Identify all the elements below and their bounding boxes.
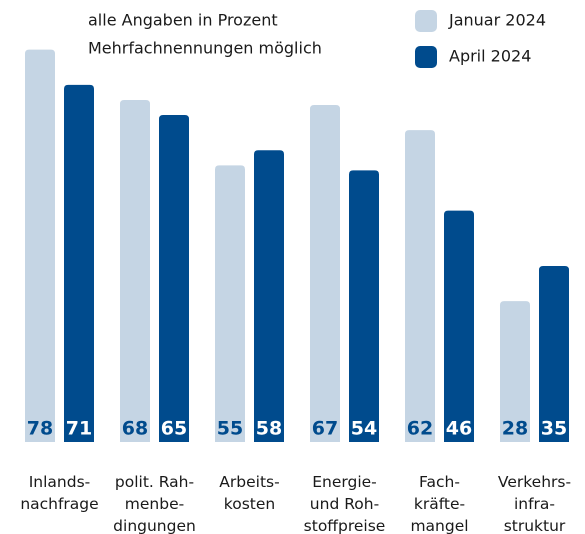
bar (539, 265, 569, 442)
x-tick-label: Verkehrs-infra-struktur (498, 473, 571, 534)
legend-label: April 2024 (449, 47, 531, 66)
legend-swatch (415, 10, 437, 32)
x-tick-label-line: polit. Rah- (115, 473, 194, 491)
x-tick-label: Energie-und Roh-stoffpreise (304, 473, 386, 534)
value-label: 54 (351, 418, 377, 440)
x-tick-label-line: Inlands- (29, 473, 91, 491)
x-tick-label: Arbeits-kosten (219, 473, 279, 513)
value-label: 68 (122, 418, 148, 440)
x-tick-label-line: kosten (224, 495, 275, 513)
bar (349, 170, 379, 442)
x-tick-label-line: kräfte- (414, 495, 465, 513)
x-tick-label-line: Arbeits- (219, 473, 279, 491)
bar (25, 49, 55, 442)
bar (310, 104, 340, 443)
x-tick-label-line: und Roh- (310, 495, 379, 513)
bar (120, 99, 150, 443)
legend-swatch (415, 46, 437, 68)
legend-label: Januar 2024 (448, 11, 546, 30)
bar (500, 301, 530, 442)
x-tick-label-line: stoffpreise (304, 517, 386, 534)
bar (64, 84, 94, 443)
bar (159, 115, 189, 443)
x-tick-label-line: dingungen (113, 517, 196, 534)
x-tick-label-line: nachfrage (20, 495, 98, 513)
value-label: 67 (312, 418, 338, 440)
value-label: 46 (446, 418, 472, 440)
value-label: 78 (27, 418, 53, 440)
x-tick-label: Fach-kräfte-mangel (410, 473, 468, 534)
value-label: 71 (66, 418, 92, 440)
x-tick-label: polit. Rah-menbe-dingungen (113, 473, 196, 534)
annotation: Mehrfachnennungen möglich (88, 39, 322, 58)
x-tick-label-line: Energie- (312, 473, 377, 491)
bar (444, 210, 474, 442)
x-tick-label-line: Fach- (419, 473, 460, 491)
x-tick-label-line: infra- (514, 495, 555, 513)
value-label: 65 (161, 418, 187, 440)
x-tick-label-line: menbe- (125, 495, 184, 513)
value-label: 28 (502, 418, 528, 440)
bar (254, 150, 284, 442)
value-label: 62 (407, 418, 433, 440)
value-label: 35 (541, 418, 567, 440)
bar (215, 165, 245, 442)
value-label: 58 (256, 418, 282, 440)
annotation: alle Angaben in Prozent (88, 11, 278, 30)
x-tick-label: Inlands-nachfrage (20, 473, 98, 513)
x-tick-label-line: Verkehrs- (498, 473, 571, 491)
value-label: 55 (217, 418, 243, 440)
x-tick-label-line: mangel (410, 517, 468, 534)
x-tick-label-line: struktur (504, 517, 566, 534)
bar (405, 130, 435, 442)
